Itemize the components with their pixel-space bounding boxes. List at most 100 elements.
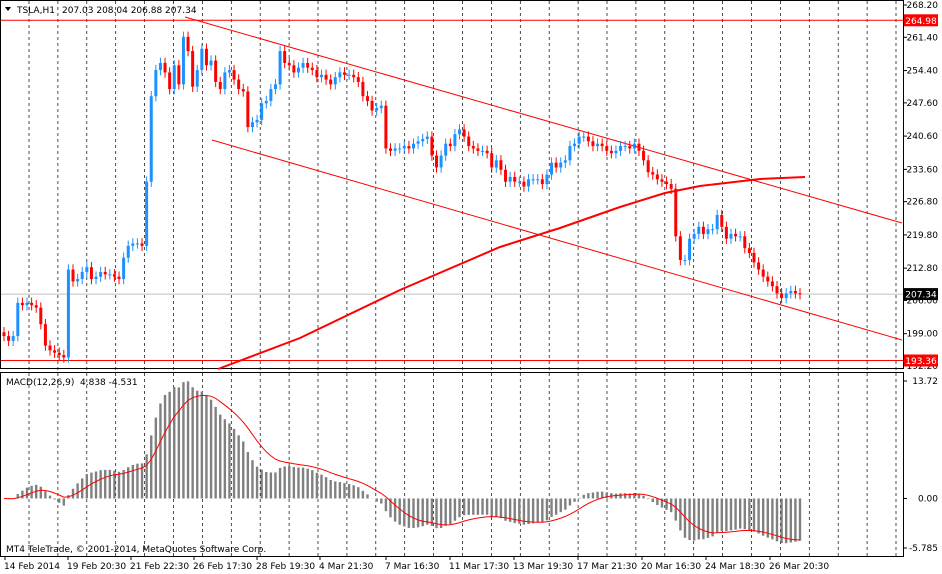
macd-bar [76, 483, 79, 499]
candle-body [522, 181, 526, 187]
macd-bar [651, 498, 654, 503]
macd-bar [407, 498, 411, 528]
macd-bar [62, 498, 66, 506]
moving-average-line [217, 176, 806, 370]
candle-body [444, 143, 448, 156]
candle-body [154, 70, 158, 97]
candle-body [356, 77, 360, 82]
candle-body [697, 226, 701, 234]
candle-body [117, 276, 121, 280]
macd-bar [780, 498, 783, 544]
macd-bar [223, 419, 227, 499]
macd-bar [269, 472, 273, 499]
time-tick-label: 4 Mar 21:30 [319, 562, 374, 572]
macd-bar [122, 469, 125, 499]
candle-body [563, 160, 567, 163]
macd-bar [246, 452, 250, 499]
chart-frame [0, 0, 904, 557]
price-tick-label: 254.40 [907, 67, 939, 77]
time-tick-label: 21 Feb 22:30 [130, 562, 189, 572]
macd-bar [518, 498, 521, 524]
candle-body [743, 236, 747, 249]
time-tick-label: 14 Feb 2014 [4, 562, 60, 572]
macd-bar [771, 498, 774, 540]
candle-body [384, 105, 388, 149]
macd-bar [600, 491, 604, 499]
macd-bar [582, 494, 585, 499]
macd-bar [260, 469, 263, 499]
candle-body [168, 72, 172, 90]
macd-bar [21, 490, 24, 499]
candle-body [329, 79, 333, 85]
time-tick-label: 7 Mar 16:30 [385, 562, 440, 572]
candle-body [706, 229, 710, 234]
candle-body [393, 148, 397, 151]
macd-bar [669, 498, 673, 513]
ohlc-values: 207.03 208.04 206.88 207.34 [62, 6, 197, 16]
candle-body [789, 290, 793, 294]
price-tick-label: 226.80 [907, 198, 939, 208]
macd-bar [490, 498, 493, 517]
candle-body [508, 176, 512, 182]
macd-bar [306, 468, 309, 499]
candle-body [375, 108, 379, 111]
macd-bar [467, 498, 470, 515]
macd-bar [568, 498, 572, 506]
level-tag-label: 193.36 [905, 357, 937, 367]
macd-bar [587, 493, 590, 499]
candle-body [241, 89, 245, 92]
candle-body [596, 143, 600, 147]
macd-bar [596, 491, 599, 499]
price-tick-label: 192.20 [907, 362, 939, 372]
candle-body [39, 307, 43, 325]
macd-bar [320, 474, 323, 499]
candle-body [140, 243, 144, 246]
candle-body [554, 162, 558, 168]
macd-bar [605, 492, 608, 499]
candle-body [135, 243, 139, 245]
macd-bar [150, 435, 153, 499]
candle-body [57, 352, 61, 356]
macd-bar [550, 498, 553, 517]
candle-body [609, 150, 613, 154]
macd-bar [209, 399, 213, 499]
macd-bar [200, 391, 204, 499]
candle-body [527, 179, 531, 187]
macd-bar [389, 498, 392, 518]
candle-body [85, 267, 89, 272]
macd-bar [357, 487, 360, 499]
candle-body [490, 153, 494, 168]
channel-upper-line [184, 16, 903, 224]
macd-bar [481, 498, 484, 515]
macd-bar [288, 466, 291, 499]
macd-bar [324, 477, 328, 499]
candle-body [2, 332, 6, 337]
candle-body [269, 89, 273, 101]
macd-bar [688, 498, 691, 540]
macd-bar [748, 498, 751, 530]
price-tick-label: 247.60 [907, 99, 939, 109]
candle-body [669, 184, 673, 189]
candle-body [559, 162, 563, 168]
macd-bar [108, 469, 112, 499]
macd-bar [416, 498, 420, 528]
candle-body [499, 160, 503, 170]
candle-body [227, 70, 231, 73]
candle-body [158, 62, 162, 71]
candle-body [7, 336, 11, 341]
candle-body [660, 179, 664, 182]
macd-bar [715, 498, 719, 533]
candle-body [651, 172, 655, 175]
candle-body [16, 302, 20, 337]
macd-bar [545, 498, 549, 521]
time-tick-label: 26 Mar 20:30 [769, 562, 829, 572]
candle-body [214, 60, 218, 82]
macd-bar [504, 498, 507, 521]
macd-bar [283, 466, 286, 499]
candle-body [315, 70, 319, 78]
macd-bar [720, 498, 723, 532]
candle-body [462, 129, 466, 137]
time-tick-label: 13 Mar 19:30 [513, 562, 573, 572]
price-tick-label: 261.40 [907, 33, 939, 43]
